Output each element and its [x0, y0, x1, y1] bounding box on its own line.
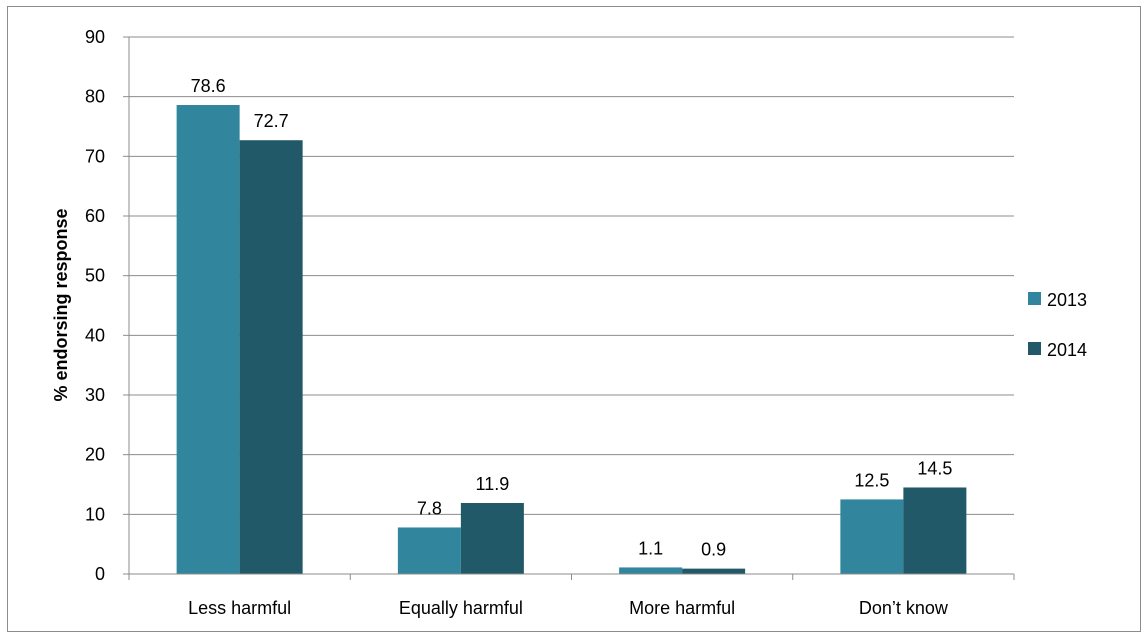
y-tick-label: 80: [85, 87, 105, 107]
legend-label-2013: 2013: [1047, 290, 1087, 310]
data-label: 11.9: [476, 474, 510, 494]
data-label: 7.8: [417, 498, 442, 518]
data-label: 78.6: [191, 76, 226, 96]
y-tick-label: 60: [85, 206, 105, 226]
bar-2014: [682, 568, 746, 574]
bars: [176, 105, 967, 575]
bar-2013: [176, 105, 240, 575]
bar-2014: [239, 140, 303, 574]
y-tick-label: 30: [85, 385, 105, 405]
axes: [128, 37, 1015, 580]
y-axis-title: % endorsing response: [51, 208, 71, 401]
data-label: 1.1: [638, 538, 663, 558]
bar-2013: [397, 527, 461, 574]
x-tick-label: Equally harmful: [399, 598, 523, 618]
data-labels: 78.6 72.7 7.8 11.9 1.1 0.9 12.5 14.5: [191, 76, 953, 560]
data-label: 72.7: [254, 111, 289, 131]
legend: 2013 2014: [1028, 290, 1087, 360]
data-label: 14.5: [917, 458, 952, 478]
bar-2013: [840, 499, 904, 574]
bar-2013: [619, 567, 683, 574]
legend-swatch-2013: [1028, 292, 1041, 305]
y-tick-label: 50: [85, 266, 105, 286]
y-tick-label: 0: [95, 564, 105, 584]
legend-label-2014: 2014: [1047, 340, 1087, 360]
bar-2014: [460, 502, 524, 574]
y-tick-label: 10: [85, 504, 105, 524]
x-tick-label: Less harmful: [188, 598, 291, 618]
x-tick-labels: Less harmful Equally harmful More harmful D…: [188, 598, 949, 618]
x-tick-label: More harmful: [629, 598, 735, 618]
y-tick-label: 90: [85, 27, 105, 47]
y-tick-label: 70: [85, 146, 105, 166]
bar-2014: [903, 487, 967, 574]
x-tick-label: Don’t know: [859, 598, 949, 618]
data-label: 12.5: [854, 470, 889, 490]
y-tick-labels: 0 10 20 30 40 50 60 70 80 90: [85, 27, 105, 584]
y-tick-label: 40: [85, 325, 105, 345]
data-label: 0.9: [701, 540, 726, 560]
legend-swatch-2014: [1028, 342, 1041, 355]
y-tick-label: 20: [85, 445, 105, 465]
